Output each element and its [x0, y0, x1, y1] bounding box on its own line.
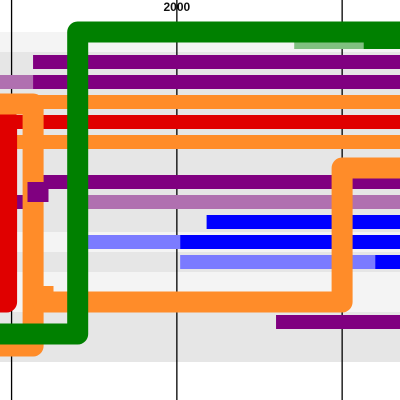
segment-13 [85, 235, 181, 249]
timeline-segments [0, 35, 400, 329]
segment-8 [0, 135, 400, 149]
year-tick-labels: 2000 [164, 0, 191, 14]
connector-2 [0, 93, 44, 357]
segment-12 [206, 215, 400, 229]
tick-label-2000: 2000 [164, 0, 191, 14]
segment-3 [33, 55, 400, 69]
connector-3 [32, 157, 400, 313]
segment-17 [276, 315, 400, 329]
segment-11 [85, 195, 400, 209]
segment-5 [33, 75, 400, 89]
segment-7 [0, 115, 400, 129]
segment-14 [180, 235, 400, 249]
connector-1 [0, 107, 18, 313]
timeline-connectors [0, 21, 400, 357]
segment-15 [180, 255, 376, 269]
segment-4 [0, 75, 34, 89]
segment-16 [375, 255, 400, 269]
segment-9 [34, 175, 400, 189]
segment-6 [33, 95, 400, 109]
connector-5 [0, 21, 400, 345]
